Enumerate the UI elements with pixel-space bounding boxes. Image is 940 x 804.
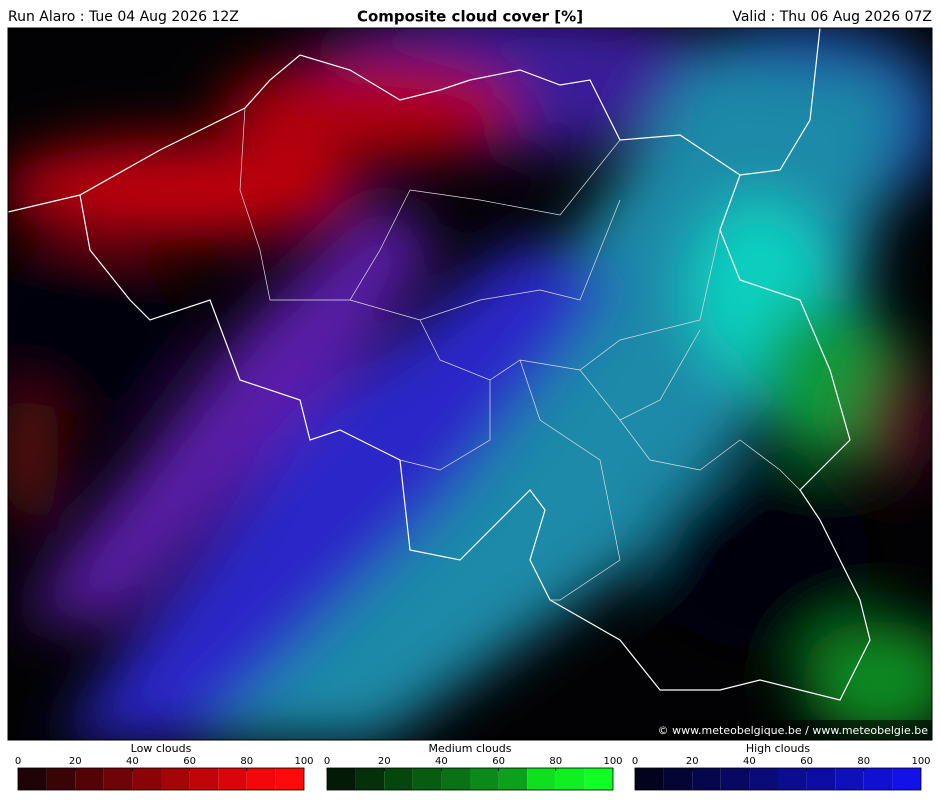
run-info: Run Alaro : Tue 04 Aug 2026 12Z bbox=[8, 9, 239, 25]
color-swatch bbox=[555, 768, 585, 790]
color-swatch bbox=[189, 768, 219, 790]
tick-label: 0 bbox=[324, 756, 330, 767]
tick-label: 60 bbox=[800, 756, 813, 767]
color-swatch bbox=[498, 768, 528, 790]
legend-label: Medium clouds bbox=[429, 742, 512, 755]
valid-info: Valid : Thu 06 Aug 2026 07Z bbox=[732, 9, 932, 25]
color-swatch bbox=[275, 768, 304, 790]
province-border bbox=[239, 107, 801, 601]
color-swatch bbox=[103, 768, 133, 790]
map-title: Composite cloud cover [%] bbox=[357, 8, 583, 26]
color-swatch bbox=[355, 768, 385, 790]
color-swatch bbox=[46, 768, 76, 790]
legend-label: Low clouds bbox=[131, 742, 192, 755]
copyright: © www.meteobelgique.be / www.meteobelgie… bbox=[658, 724, 929, 737]
tick-label: 80 bbox=[857, 756, 870, 767]
color-swatch bbox=[692, 768, 721, 790]
color-swatch bbox=[441, 768, 470, 790]
color-swatch bbox=[892, 768, 921, 790]
color-swatch bbox=[863, 768, 893, 790]
tick-label: 40 bbox=[743, 756, 756, 767]
tick-label: 40 bbox=[126, 756, 139, 767]
tick-label: 60 bbox=[183, 756, 196, 767]
color-swatch bbox=[835, 768, 864, 790]
tick-label: 20 bbox=[378, 756, 391, 767]
tick-label: 100 bbox=[603, 756, 622, 767]
color-swatch bbox=[470, 768, 499, 790]
color-swatch bbox=[384, 768, 413, 790]
tick-label: 0 bbox=[15, 756, 21, 767]
tick-label: 20 bbox=[686, 756, 699, 767]
tick-label: 40 bbox=[435, 756, 448, 767]
color-swatch bbox=[720, 768, 750, 790]
colorbar-frame bbox=[326, 767, 614, 791]
color-swatch bbox=[412, 768, 442, 790]
color-swatch bbox=[527, 768, 556, 790]
tick-label: 20 bbox=[69, 756, 82, 767]
color-swatch bbox=[75, 768, 104, 790]
color-swatch bbox=[132, 768, 161, 790]
color-swatch bbox=[663, 768, 693, 790]
color-swatch bbox=[635, 768, 664, 790]
color-swatch bbox=[778, 768, 807, 790]
tick-label: 80 bbox=[549, 756, 562, 767]
tick-label: 0 bbox=[632, 756, 638, 767]
color-swatch bbox=[806, 768, 836, 790]
colorbar-frame bbox=[634, 767, 922, 791]
color-swatch bbox=[584, 768, 613, 790]
tick-label: 80 bbox=[240, 756, 253, 767]
color-swatch bbox=[161, 768, 190, 790]
cloud-map bbox=[8, 28, 932, 740]
color-swatch bbox=[18, 768, 47, 790]
legend-label: High clouds bbox=[746, 742, 811, 755]
tick-label: 100 bbox=[294, 756, 313, 767]
colorbar-frame bbox=[17, 767, 305, 791]
tick-label: 100 bbox=[911, 756, 930, 767]
color-swatch bbox=[327, 768, 356, 790]
tick-label: 60 bbox=[492, 756, 505, 767]
color-swatch bbox=[246, 768, 276, 790]
color-swatch bbox=[749, 768, 778, 790]
color-swatch bbox=[218, 768, 247, 790]
